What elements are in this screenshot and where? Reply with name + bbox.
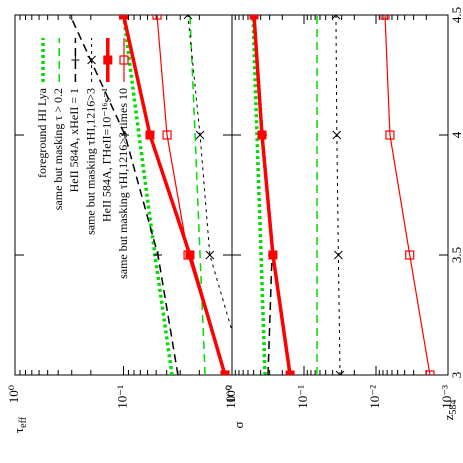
marker [405, 250, 415, 260]
y-axis-label: σ [231, 421, 246, 428]
y-tick-label: 10⁻² [367, 385, 382, 409]
marker [173, 371, 182, 375]
marker [120, 131, 129, 139]
marker [153, 251, 162, 259]
series-line [69, 15, 179, 375]
x-axis-label-main: z [441, 414, 456, 420]
marker [205, 250, 215, 260]
legend-label: foreground HI Lya [35, 87, 49, 178]
legend-label: HeII 584A, ΓHeII=10⁻¹⁶s⁻¹ [100, 88, 114, 222]
marker [119, 15, 128, 20]
marker [380, 15, 390, 20]
x-axis-label-sub: 584 [448, 400, 459, 415]
legend-label: same but masking τ > 0.2 [51, 88, 65, 210]
marker [87, 55, 96, 65]
y-axis-label-main: σ [231, 421, 246, 428]
x-tick-label: 4 [449, 131, 463, 138]
series-line [335, 15, 341, 375]
marker [264, 371, 273, 375]
y-tick-label: 10⁰ [6, 385, 21, 403]
marker [385, 130, 395, 140]
series-line [189, 15, 206, 375]
y-tick-label: 10⁰ [223, 385, 238, 403]
x-axis-label: z584 [441, 400, 459, 421]
marker [335, 370, 345, 375]
marker [66, 15, 75, 19]
x-tick-label: 3 [449, 372, 463, 379]
marker [425, 370, 435, 375]
marker [183, 250, 193, 260]
y-tick-label: 10⁻² [223, 385, 238, 409]
marker [331, 15, 341, 20]
marker [195, 130, 205, 140]
y-tick-label: 10⁻³ [439, 385, 454, 409]
series-line [187, 15, 232, 333]
marker [257, 130, 267, 140]
series-line [156, 15, 226, 375]
series-line [252, 15, 292, 375]
marker [220, 370, 230, 375]
plot-area [248, 15, 435, 375]
marker [162, 130, 172, 140]
series-line [121, 15, 174, 375]
legend-label: same but masking τHI,1216>3 times 10 [116, 88, 130, 279]
legend-label: same but masking τHI,1216>3 [83, 88, 97, 235]
legend-label: HeII 584A, xHeII = 1 [67, 88, 81, 192]
plot-area [66, 15, 232, 375]
marker [71, 56, 80, 64]
series-line [251, 15, 267, 375]
y-tick-label: 10⁻¹ [295, 385, 310, 409]
marker [119, 55, 129, 65]
x-tick-label: 4.5 [449, 7, 463, 23]
marker [145, 130, 155, 140]
y-axis-label-main: τ [11, 428, 26, 433]
marker [268, 250, 278, 260]
marker [332, 130, 342, 140]
marker [249, 15, 259, 20]
marker [183, 15, 193, 20]
marker [103, 55, 113, 65]
marker [152, 15, 162, 20]
marker [334, 250, 343, 260]
x-tick-label: 3.5 [449, 247, 463, 263]
series-line [384, 15, 431, 375]
series-line [121, 15, 227, 375]
y-axis-label-sub: eff [18, 416, 29, 428]
panel-frame [231, 14, 449, 376]
y-tick-label: 10⁻¹ [114, 385, 129, 409]
y-axis-label: τeff [11, 416, 29, 433]
marker [285, 370, 295, 375]
